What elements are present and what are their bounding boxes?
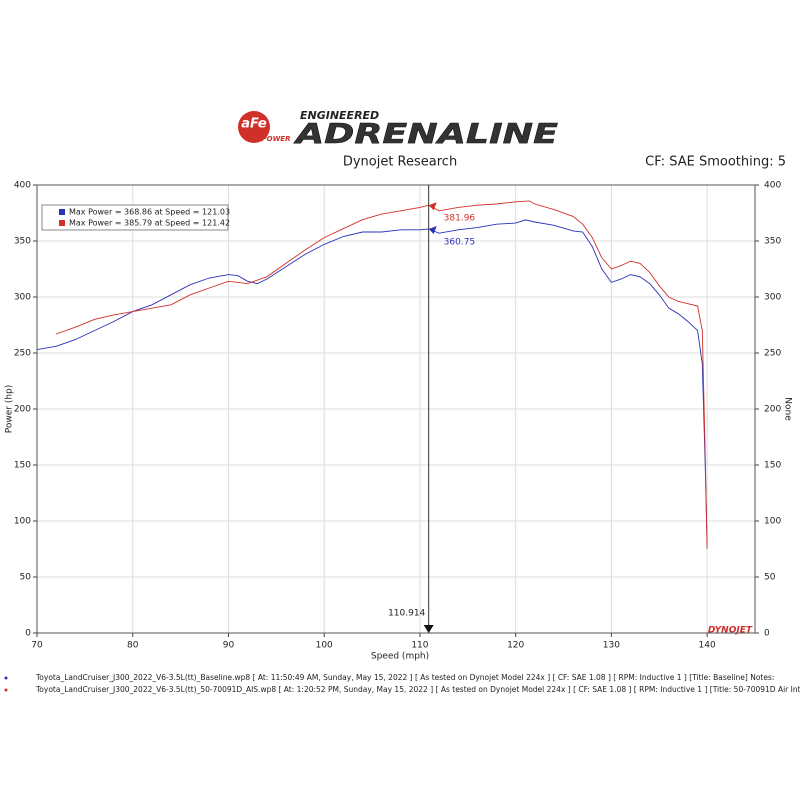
y-tick-label: 400 [14,181,31,191]
logo-badge [238,111,270,143]
y2-tick-label: 300 [764,293,781,303]
line-series [36,219,708,544]
cursor-arrow [423,625,434,633]
y2-tick-label: 200 [764,405,781,415]
y-tick-label: 250 [14,349,31,359]
x-tick-label: 130 [603,641,620,651]
x-tick-label: 80 [127,641,139,651]
chart-subtitle: CF: SAE Smoothing: 5 [645,155,786,170]
x-tick-label: 100 [316,641,333,651]
logo-top: ENGINEERED [300,109,379,122]
note-marker [4,676,8,680]
y2-axis-label: None [783,397,793,421]
x-tick-label: 120 [507,641,524,651]
y-tick-label: 300 [14,293,31,303]
note: Toyota_LandCruiser_J300_2022_V6-3.5L(tt)… [35,685,800,694]
legend-box [41,204,229,231]
cursor-x-label: 110.914 [388,609,425,619]
y2-tick-label: 250 [764,349,781,359]
x-tick-label: 70 [31,641,43,651]
logo-brand: aFe [241,117,267,132]
y2-tick-label: 350 [764,237,781,247]
note-marker [4,688,8,692]
cursor-value-label: 360.75 [444,237,476,247]
legend-label: Max Power = 385.79 at Speed = 121.42 [69,219,230,228]
x-tick-label: 140 [699,641,716,651]
y2-tick-label: 150 [764,461,781,471]
logo-main: ADRENALINE [293,117,558,150]
legend-swatch [59,209,65,215]
y-tick-label: 100 [14,517,31,527]
y-tick-label: 350 [14,237,31,247]
cursor-point [428,225,437,234]
y2-tick-label: 400 [764,181,781,191]
watermark: DYNOJET [708,626,753,636]
legend-label: Max Power = 368.86 at Speed = 121.03 [69,208,230,217]
cursor-point [428,202,437,211]
y-tick-label: 50 [20,573,32,583]
chart-title: Dynojet Research [343,155,457,170]
y2-tick-label: 0 [764,629,770,639]
y-tick-label: 150 [14,461,31,471]
y2-tick-label: 100 [764,517,781,527]
x-axis-label: Speed (mph) [371,652,429,662]
y-axis-label: Power (hp) [5,385,15,434]
cursor-value-label: 381.96 [444,214,476,224]
x-tick-label: 90 [223,641,235,651]
legend-swatch [59,220,65,226]
plot-frame [36,184,756,634]
note: Toyota_LandCruiser_J300_2022_V6-3.5L(tt)… [35,673,774,682]
line-series [55,200,708,550]
y2-tick-label: 50 [764,573,776,583]
y-tick-label: 200 [14,405,31,415]
x-tick-label: 110 [411,641,428,651]
y-tick-label: 0 [25,629,31,639]
logo-sub: POWER [262,135,291,143]
